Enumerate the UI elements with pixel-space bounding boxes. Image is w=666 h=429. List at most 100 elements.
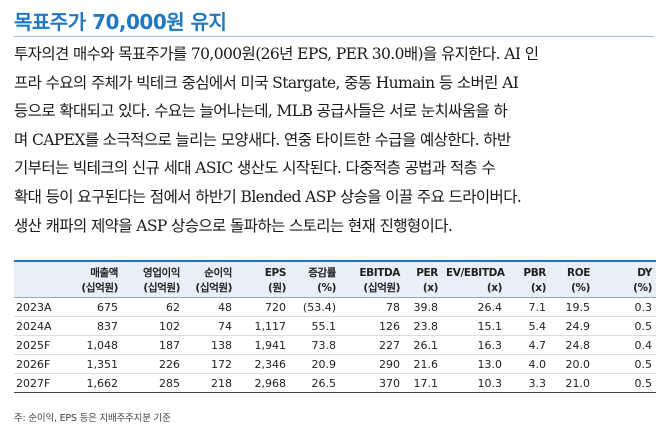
table-cell: 0.5 [594, 316, 656, 336]
column-unit: (십억원) [64, 280, 122, 298]
table-cell: 39.8 [404, 297, 442, 317]
financial-summary-table: 매출액 영업이익 순이익 EPS 증감률 EBITDA PER EV/EBITD… [14, 262, 656, 393]
table-row: 2026F 1,351 226 172 2,346 20.9 290 21.6 13.0 4.0 2… [14, 354, 656, 374]
row-year-cell: 2023A [14, 297, 64, 317]
table-cell: 2,346 [236, 354, 290, 374]
column-header: EV/EBITDA [442, 262, 506, 280]
table-top-rule [14, 260, 656, 262]
row-year-cell: 2025F [14, 335, 64, 355]
table-cell: 720 [236, 297, 290, 317]
column-unit: (x) [506, 280, 550, 298]
column-unit: (%) [550, 280, 594, 298]
table-cell: 1,941 [236, 335, 290, 355]
table-cell: 0.4 [594, 335, 656, 355]
table-cell: 2,968 [236, 373, 290, 393]
table-cell: 23.8 [404, 316, 442, 336]
body-line: 확대 등이 요구된다는 점에서 하반기 Blended ASP 상승을 이끌 주… [14, 187, 522, 206]
table-cell: 1,048 [64, 335, 122, 355]
body-line: 며 CAPEX를 소극적으로 늘리는 모양새다. 연중 타이트한 수급을 예상한… [14, 130, 511, 149]
column-header: 증감률 [290, 262, 340, 280]
table-cell: (53.4) [290, 297, 340, 317]
table-cell: 172 [184, 354, 236, 374]
table-cell: 126 [340, 316, 404, 336]
table-cell: 20.9 [290, 354, 340, 374]
table-cell: 675 [64, 297, 122, 317]
table-cell: 102 [122, 316, 184, 336]
table-cell: 20.0 [550, 354, 594, 374]
body-line: 등으로 확대되고 있다. 수요는 늘어나는데, MLB 공급사들은 서로 눈치싸… [14, 102, 508, 121]
table-cell: 13.0 [442, 354, 506, 374]
table-cell: 26.1 [404, 335, 442, 355]
table-cell: 10.3 [442, 373, 506, 393]
body-line: 생산 캐파의 제약을 ASP 상승으로 돌파하는 스토리는 현재 진행형이다. [14, 216, 453, 235]
table-cell: 24.9 [550, 316, 594, 336]
table-cell: 1,662 [64, 373, 122, 393]
table-cell: 73.8 [290, 335, 340, 355]
table-cell: 15.1 [442, 316, 506, 336]
column-header: 순이익 [184, 262, 236, 280]
column-header [14, 262, 64, 280]
table-cell: 19.5 [550, 297, 594, 317]
table-cell: 1,351 [64, 354, 122, 374]
column-unit: (십억원) [340, 280, 404, 298]
column-unit: (x) [442, 280, 506, 298]
table-cell: 7.1 [506, 297, 550, 317]
row-year-cell: 2024A [14, 316, 64, 336]
column-header: EBITDA [340, 262, 404, 280]
table-row: 2025F 1,048 187 138 1,941 73.8 227 26.1 16.3 4.7 2… [14, 335, 656, 355]
body-line: 투자의견 매수와 목표주가를 70,000원(26년 EPS, PER 30.0… [14, 45, 539, 63]
column-header: PER [404, 262, 442, 280]
table-cell: 26.4 [442, 297, 506, 317]
table-cell: 24.8 [550, 335, 594, 355]
table-cell: 1,117 [236, 316, 290, 336]
table-cell: 218 [184, 373, 236, 393]
table-cell: 290 [340, 354, 404, 374]
title-divider [14, 36, 654, 37]
table-cell: 226 [122, 354, 184, 374]
table-cell: 4.0 [506, 354, 550, 374]
table-cell: 48 [184, 297, 236, 317]
table-row: 2027F 1,662 285 218 2,968 26.5 370 17.1 10.3 3.3 2… [14, 373, 656, 393]
table-cell: 16.3 [442, 335, 506, 355]
body-line: 프라 수요의 주체가 빅테크 중심에서 미국 Stargate, 중동 Huma… [14, 73, 519, 92]
column-header: 매출액 [64, 262, 122, 280]
table-cell: 138 [184, 335, 236, 355]
table-cell: 3.3 [506, 373, 550, 393]
column-header: EPS [236, 262, 290, 280]
column-unit [14, 280, 64, 298]
table-unit-row: (십억원) (십억원) (십억원) (원) (%) (십억원) (x) (x) … [14, 280, 656, 298]
table-cell: 837 [64, 316, 122, 336]
table-cell: 370 [340, 373, 404, 393]
table-cell: 74 [184, 316, 236, 336]
table-cell: 17.1 [404, 373, 442, 393]
column-unit: (십억원) [184, 280, 236, 298]
table-cell: 62 [122, 297, 184, 317]
body-line: 기부터는 빅테크의 신규 세대 ASIC 생산도 시작된다. 다중적층 공법과 … [14, 159, 496, 178]
table-cell: 187 [122, 335, 184, 355]
page-title: 목표주가 70,000원 유지 [14, 10, 227, 34]
table-cell: 227 [340, 335, 404, 355]
table-cell: 55.1 [290, 316, 340, 336]
financial-table-container: 매출액 영업이익 순이익 EPS 증감률 EBITDA PER EV/EBITD… [14, 260, 656, 393]
body-paragraph: 투자의견 매수와 목표주가를 70,000원(26년 EPS, PER 30.0… [14, 40, 654, 240]
column-unit: (x) [404, 280, 442, 298]
table-cell: 0.5 [594, 354, 656, 374]
table-cell: 285 [122, 373, 184, 393]
table-cell: 21.6 [404, 354, 442, 374]
table-cell: 5.4 [506, 316, 550, 336]
column-unit: (십억원) [122, 280, 184, 298]
column-unit: (%) [290, 280, 340, 298]
column-unit: (원) [236, 280, 290, 298]
column-header: 영업이익 [122, 262, 184, 280]
table-body: 2023A 675 62 48 720 (53.4) 78 39.8 26.4 7.1 19.5 0.… [14, 297, 656, 393]
row-year-cell: 2027F [14, 373, 64, 393]
table-cell: 4.7 [506, 335, 550, 355]
row-year-cell: 2026F [14, 354, 64, 374]
column-header: PBR [506, 262, 550, 280]
table-cell: 78 [340, 297, 404, 317]
table-cell: 0.3 [594, 297, 656, 317]
table-cell: 0.5 [594, 373, 656, 393]
table-row: 2024A 837 102 74 1,117 55.1 126 23.8 15.1 5.4 24.9… [14, 316, 656, 336]
table-cell: 26.5 [290, 373, 340, 393]
table-footnote: 주: 순이익, EPS 등은 지배주주지분 기준 [14, 413, 171, 424]
